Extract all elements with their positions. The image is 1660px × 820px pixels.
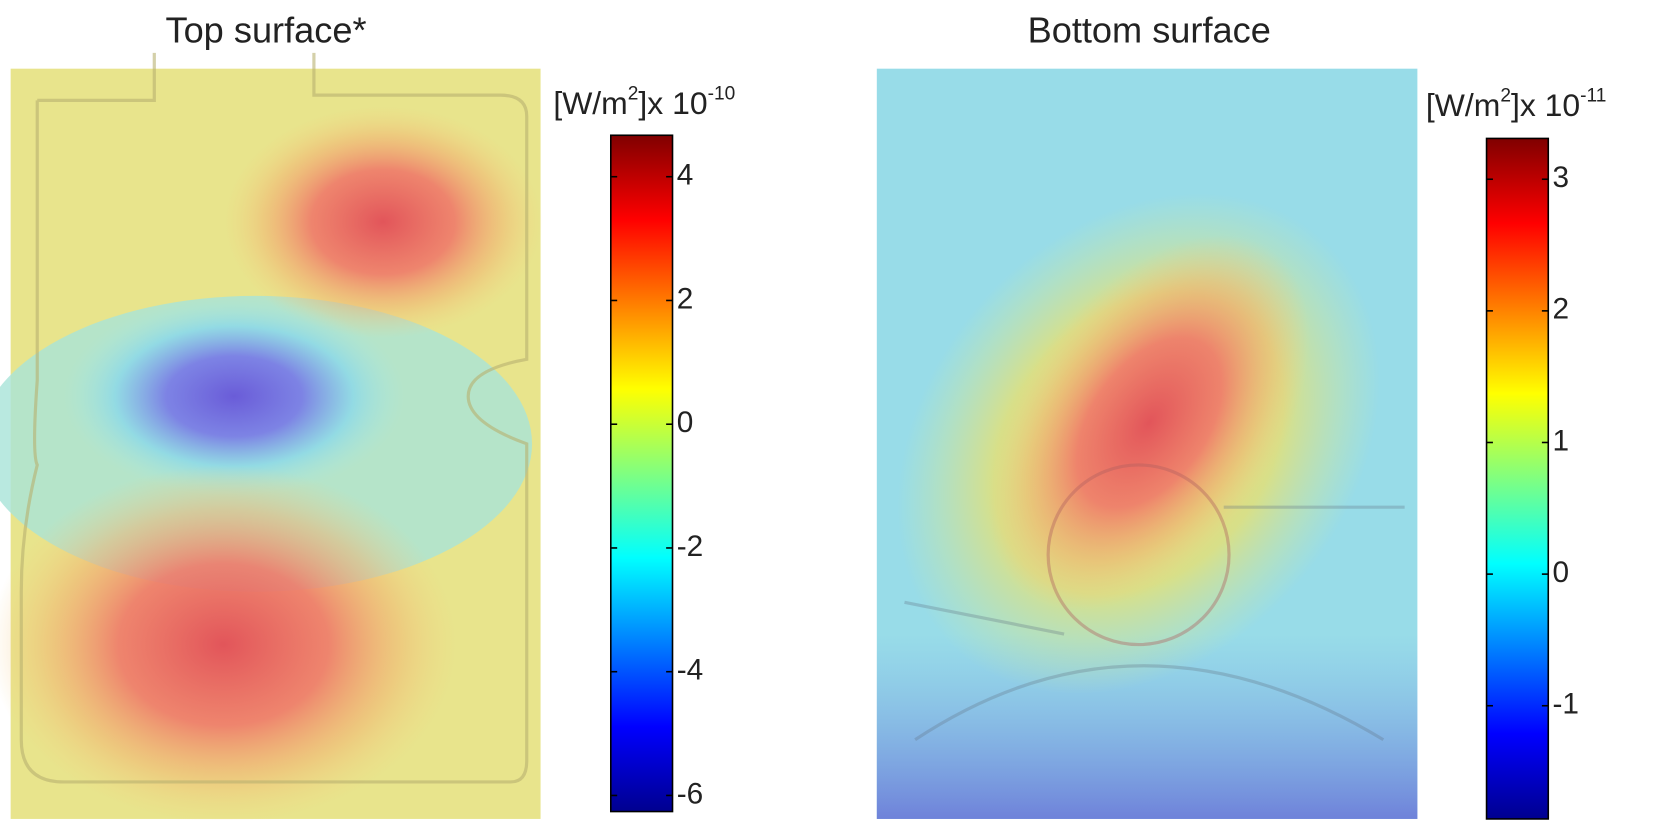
- colorbar-label: [W/m2]x 10-11: [1426, 85, 1607, 123]
- bottom-surface-image: [876, 68, 1418, 819]
- tick-label: 3: [1553, 161, 1570, 194]
- tick-label: -4: [677, 654, 703, 687]
- unit: [W/m: [553, 85, 627, 121]
- unit-exponent: 2: [628, 83, 639, 104]
- unit-exponent: 2: [1500, 85, 1511, 106]
- top-surface-image: [0, 52, 543, 820]
- tick-label: 4: [677, 159, 694, 192]
- scale-exponent: -11: [1580, 85, 1606, 106]
- tick-label: 1: [1553, 424, 1570, 457]
- chart-title: Top surface*: [165, 9, 366, 50]
- unit: [W/m: [1426, 87, 1500, 123]
- scale: ]x 10: [1511, 87, 1580, 123]
- scale-exponent: -10: [708, 83, 736, 104]
- tick-label: -6: [677, 777, 703, 810]
- tick-label: -2: [677, 530, 703, 563]
- tick-label: -1: [1553, 688, 1579, 721]
- tick-label: 0: [1553, 556, 1570, 589]
- colorbar: [609, 134, 674, 813]
- colorbar: [1485, 137, 1550, 820]
- colorbar-label: [W/m2]x 10-10: [553, 83, 735, 121]
- chart-title: Bottom surface: [1028, 9, 1271, 50]
- tick-label: 0: [677, 406, 694, 439]
- tick-label: 2: [1553, 293, 1570, 326]
- scale: ]x 10: [638, 85, 707, 121]
- tick-label: 2: [677, 282, 694, 315]
